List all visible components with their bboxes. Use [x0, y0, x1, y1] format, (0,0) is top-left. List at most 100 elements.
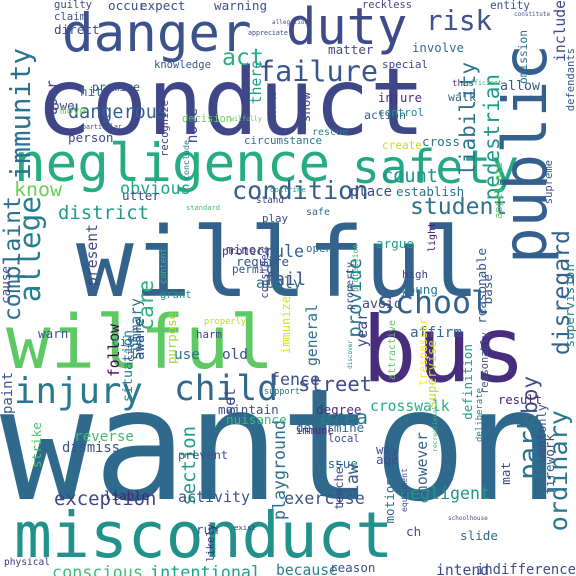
- word-duty: duty: [286, 0, 408, 56]
- word-general: general: [304, 304, 321, 366]
- word-willful: willful: [76, 207, 480, 319]
- word-equipment: equipment: [399, 468, 409, 512]
- word-protect: protect: [222, 244, 270, 258]
- word-move: move: [60, 104, 87, 117]
- word-strike: strike: [30, 422, 45, 468]
- word-prevent: prevent: [178, 448, 228, 462]
- word-obvious: obvious: [120, 178, 191, 198]
- word-note: note: [184, 108, 201, 144]
- word-establish: establish: [396, 184, 465, 199]
- word-apply: apply: [256, 274, 302, 292]
- word-sufficient: sufficient: [462, 79, 502, 87]
- word-dismiss: dismiss: [62, 440, 120, 456]
- word-require: require: [236, 254, 290, 269]
- word-area: area: [320, 406, 368, 429]
- word-reasonably: reasonably: [479, 332, 491, 394]
- word-negligent: negligent: [400, 484, 490, 503]
- word-wanton: wanton: [0, 355, 560, 536]
- word-result: result: [498, 393, 542, 407]
- word-conscious: conscious: [52, 562, 143, 576]
- word-injury: injury: [14, 371, 143, 412]
- word-firework: firework: [542, 434, 557, 495]
- word-count: count: [382, 166, 438, 187]
- word-there: there: [248, 60, 265, 105]
- word-doctrine: doctrine: [270, 185, 306, 194]
- word-base: base: [480, 273, 495, 305]
- word-issue: issue: [320, 456, 358, 471]
- word-cross: cross: [422, 134, 460, 149]
- word-child: child: [174, 369, 278, 409]
- word-likely: likely: [205, 524, 217, 562]
- word-affirm: affirm: [410, 325, 462, 341]
- word-slide: slide: [460, 528, 498, 543]
- word-age: age: [376, 452, 399, 467]
- word-definition: definition: [460, 344, 475, 420]
- word-place: place: [350, 184, 392, 200]
- word-street: street: [298, 372, 372, 396]
- word-immune: immune: [296, 425, 334, 437]
- word-schoolhouse: schoolhouse: [448, 515, 488, 522]
- word-fence: fence: [270, 370, 320, 389]
- word-motion: motion: [382, 478, 397, 524]
- word-purpose: purpose: [165, 312, 179, 364]
- word-crosswalk: crosswalk: [370, 398, 450, 415]
- word-high: high: [402, 268, 429, 281]
- word-protection: protection: [351, 244, 360, 292]
- word-physical: physical: [4, 557, 50, 568]
- word-permit: permit: [232, 263, 272, 276]
- word-reverse: reverse: [74, 429, 134, 445]
- word-allow: allow: [500, 79, 540, 94]
- word-wilfully: wilfully: [230, 115, 262, 123]
- word-expect: expect: [140, 0, 186, 13]
- word-properly: properly: [204, 317, 246, 327]
- word-set: set: [222, 388, 239, 415]
- word-direct: direct: [54, 22, 100, 37]
- word-city: city: [112, 334, 143, 349]
- word-injure: injure: [378, 91, 422, 105]
- word-rescue: rescue: [312, 127, 349, 138]
- word-dangerous: dangerous: [68, 102, 168, 123]
- word-matter: matter: [328, 42, 374, 57]
- word-indifference: indifference: [476, 562, 576, 576]
- word-occur: occur: [108, 0, 146, 13]
- word-safe: safe: [306, 207, 331, 218]
- word-create: create: [382, 139, 422, 152]
- word-stand: stand: [256, 195, 284, 206]
- word-intentional: intentional: [150, 562, 262, 576]
- word-involve: involve: [412, 41, 464, 55]
- word-claim: claim: [54, 10, 86, 23]
- word-allegation: allegation: [272, 19, 309, 26]
- word-supervision: supervision: [562, 264, 576, 348]
- word-wilful: wilful: [6, 300, 274, 386]
- word-appellate: appellate: [493, 161, 505, 219]
- word-know: know: [14, 178, 62, 201]
- word-misconduct: misconduct: [14, 499, 394, 572]
- word-reckless: reckless: [362, 0, 412, 11]
- word-danger: danger: [62, 3, 252, 64]
- word-cite: cite: [124, 335, 137, 362]
- word-law: law: [342, 464, 362, 495]
- word-rule: rule: [264, 242, 304, 261]
- word-play: play: [262, 212, 289, 225]
- word-grant: grant: [160, 289, 192, 301]
- word-show: show: [298, 91, 313, 123]
- word-trespasser: trespasser: [417, 318, 430, 386]
- word-consider: consider: [259, 247, 271, 299]
- word-particular: particular: [82, 123, 122, 131]
- word-because: because: [276, 562, 338, 576]
- word-avoid: avoid: [362, 297, 402, 312]
- word-light: light: [427, 221, 438, 252]
- word-exist: exist: [234, 523, 256, 532]
- word-argue: argue: [376, 236, 414, 251]
- word-use: use: [174, 347, 200, 363]
- word-run: run: [196, 522, 219, 537]
- word-entity: entity: [490, 0, 530, 12]
- word-evidence: evidence: [269, 92, 278, 128]
- word-school: school: [376, 285, 490, 321]
- word-ch: ch: [406, 524, 422, 539]
- word-walk: walk: [448, 90, 476, 104]
- word-way: way: [376, 442, 399, 457]
- word-conduct: conduct: [36, 48, 426, 156]
- word-defendants: defendants: [565, 48, 576, 112]
- word-deliberate: deliberate: [475, 388, 485, 442]
